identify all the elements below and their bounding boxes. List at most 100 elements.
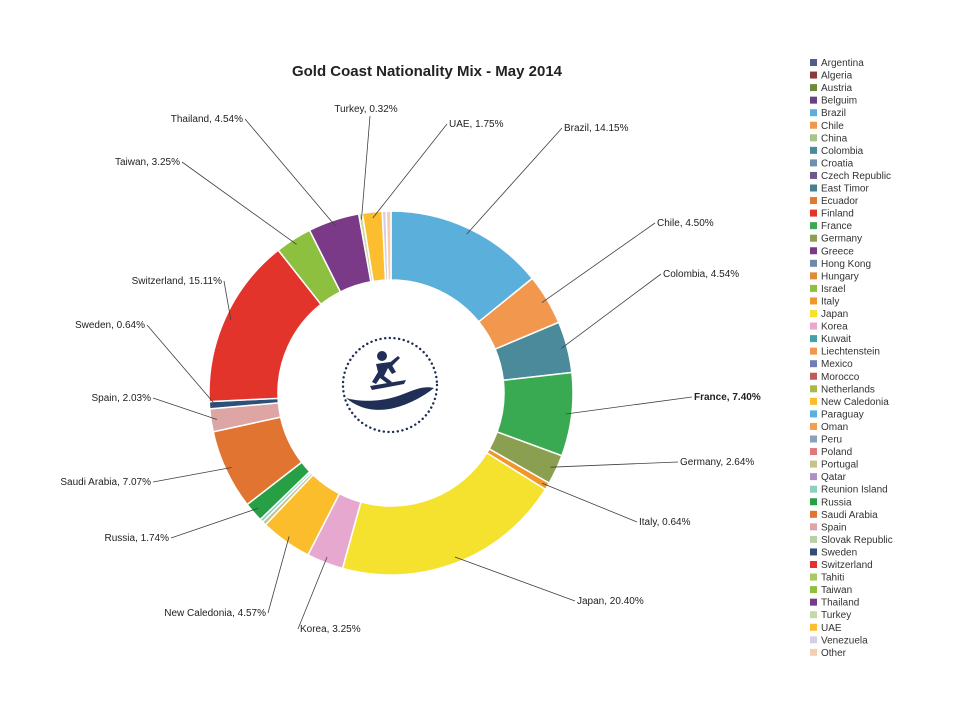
- legend-item-label: Israel: [821, 284, 845, 295]
- legend-swatch: [810, 272, 817, 280]
- data-label-saudi-arabia: Saudi Arabia, 7.07%: [60, 477, 151, 488]
- data-label-taiwan: Taiwan, 3.25%: [115, 157, 180, 168]
- legend-item-label: New Caledonia: [821, 397, 889, 408]
- legend-item-label: Ecuador: [821, 196, 859, 207]
- legend-swatch: [810, 523, 817, 531]
- leader-line: [297, 556, 328, 630]
- legend-item-label: Argentina: [821, 58, 864, 69]
- legend-item-label: East Timor: [821, 184, 869, 195]
- legend-swatch: [810, 586, 817, 594]
- legend-swatch: [810, 548, 817, 556]
- leader-line: [541, 482, 638, 523]
- legend-swatch: [810, 623, 817, 631]
- legend-swatch: [810, 410, 817, 418]
- doughnut-slices: [208, 210, 574, 576]
- legend-swatch: [810, 611, 817, 619]
- legend-item-label: Paraguay: [821, 409, 864, 420]
- legend-item-label: China: [821, 133, 848, 144]
- legend-item-label: Italy: [821, 296, 839, 307]
- legend-swatch: [810, 460, 817, 468]
- legend-swatch: [810, 297, 817, 305]
- legend-swatch: [810, 96, 817, 104]
- legend-item-label: Russia: [821, 497, 852, 508]
- leader-line: [244, 118, 336, 227]
- legend-swatch: [810, 335, 817, 343]
- data-label-colombia: Colombia, 4.54%: [663, 269, 739, 280]
- legend-swatch: [810, 197, 817, 205]
- legend-swatch: [810, 510, 817, 518]
- legend-swatch: [810, 448, 817, 456]
- data-label-japan: Japan, 20.40%: [577, 596, 644, 607]
- legend-swatch: [810, 648, 817, 656]
- legend-swatch: [810, 360, 817, 368]
- legend-swatch: [810, 485, 817, 493]
- legend-item-label: Peru: [821, 435, 842, 446]
- data-label-germany: Germany, 2.64%: [680, 457, 754, 468]
- leader-line: [541, 222, 656, 303]
- leader-line: [466, 127, 563, 235]
- legend-item-label: Liechtenstein: [821, 347, 880, 358]
- legend-swatch: [810, 171, 817, 179]
- legend-swatch: [810, 146, 817, 154]
- legend-item-label: Venezuela: [821, 635, 868, 646]
- legend-swatch: [810, 372, 817, 380]
- legend-item-label: Qatar: [821, 472, 847, 483]
- callout-labels: Brazil, 14.15% Chile, 4.50% Colombia, 4.54…: [60, 104, 760, 635]
- legend-item-label: Greece: [821, 246, 854, 257]
- data-label-uae: UAE, 1.75%: [449, 119, 504, 130]
- legend-swatch: [810, 397, 817, 405]
- data-label-sweden: Sweden, 0.64%: [75, 320, 145, 331]
- legend-item-label: Poland: [821, 447, 852, 458]
- leader-line: [361, 115, 371, 220]
- legend-item-label: Finland: [821, 209, 854, 220]
- legend-swatch: [810, 159, 817, 167]
- data-label-italy: Italy, 0.64%: [639, 517, 691, 528]
- legend-swatch: [810, 322, 817, 330]
- legend-item-label: Portugal: [821, 460, 858, 471]
- legend-item-label: Other: [821, 648, 847, 659]
- leader-line: [152, 467, 232, 483]
- legend-item-label: Tahiti: [821, 573, 844, 584]
- legend-swatch: [810, 636, 817, 644]
- legend-item-label: Japan: [821, 309, 848, 320]
- legend-item-label: Korea: [821, 322, 848, 333]
- legend-item-label: Hungary: [821, 271, 859, 282]
- legend-swatch: [810, 561, 817, 568]
- legend-item-label: Belguim: [821, 96, 857, 107]
- legend-swatch: [810, 71, 817, 79]
- leader-line: [267, 536, 290, 614]
- leader-line: [223, 280, 232, 321]
- legend-swatch: [810, 435, 817, 443]
- legend-item-label: Germany: [821, 234, 862, 245]
- legend-item-label: Chile: [821, 121, 844, 132]
- data-label-chile: Chile, 4.50%: [657, 218, 714, 229]
- leader-line: [565, 396, 693, 415]
- legend-item-label: Mexico: [821, 359, 853, 370]
- legend-swatch: [810, 422, 817, 430]
- legend-item-label: Netherlands: [821, 384, 875, 395]
- legend-swatch: [810, 84, 817, 92]
- legend-swatch: [810, 259, 817, 267]
- leader-line: [181, 161, 297, 245]
- legend-item-label: Reunion Island: [821, 485, 888, 496]
- legend-item-label: Turkey: [821, 610, 851, 621]
- legend-swatch: [810, 209, 817, 217]
- legend-swatch: [810, 59, 817, 66]
- data-label-brazil: Brazil, 14.15%: [564, 123, 629, 134]
- legend-swatch: [810, 184, 817, 192]
- surfer-logo-icon: [341, 336, 439, 434]
- legend-swatch: [810, 134, 817, 142]
- legend-item-label: Croatia: [821, 158, 854, 169]
- data-label-turkey: Turkey, 0.32%: [334, 104, 397, 115]
- leader-line: [170, 507, 259, 539]
- data-label-new-caledonia: New Caledonia, 4.57%: [164, 608, 266, 619]
- chart-title: Gold Coast Nationality Mix - May 2014: [292, 63, 563, 80]
- data-label-switzerland: Switzerland, 15.11%: [132, 276, 223, 287]
- leader-line: [561, 273, 662, 349]
- leader-line: [146, 324, 216, 406]
- legend-item-label: Algeria: [821, 71, 853, 82]
- leader-line: [454, 556, 576, 602]
- legend-swatch: [810, 247, 817, 255]
- leader-line: [550, 461, 679, 468]
